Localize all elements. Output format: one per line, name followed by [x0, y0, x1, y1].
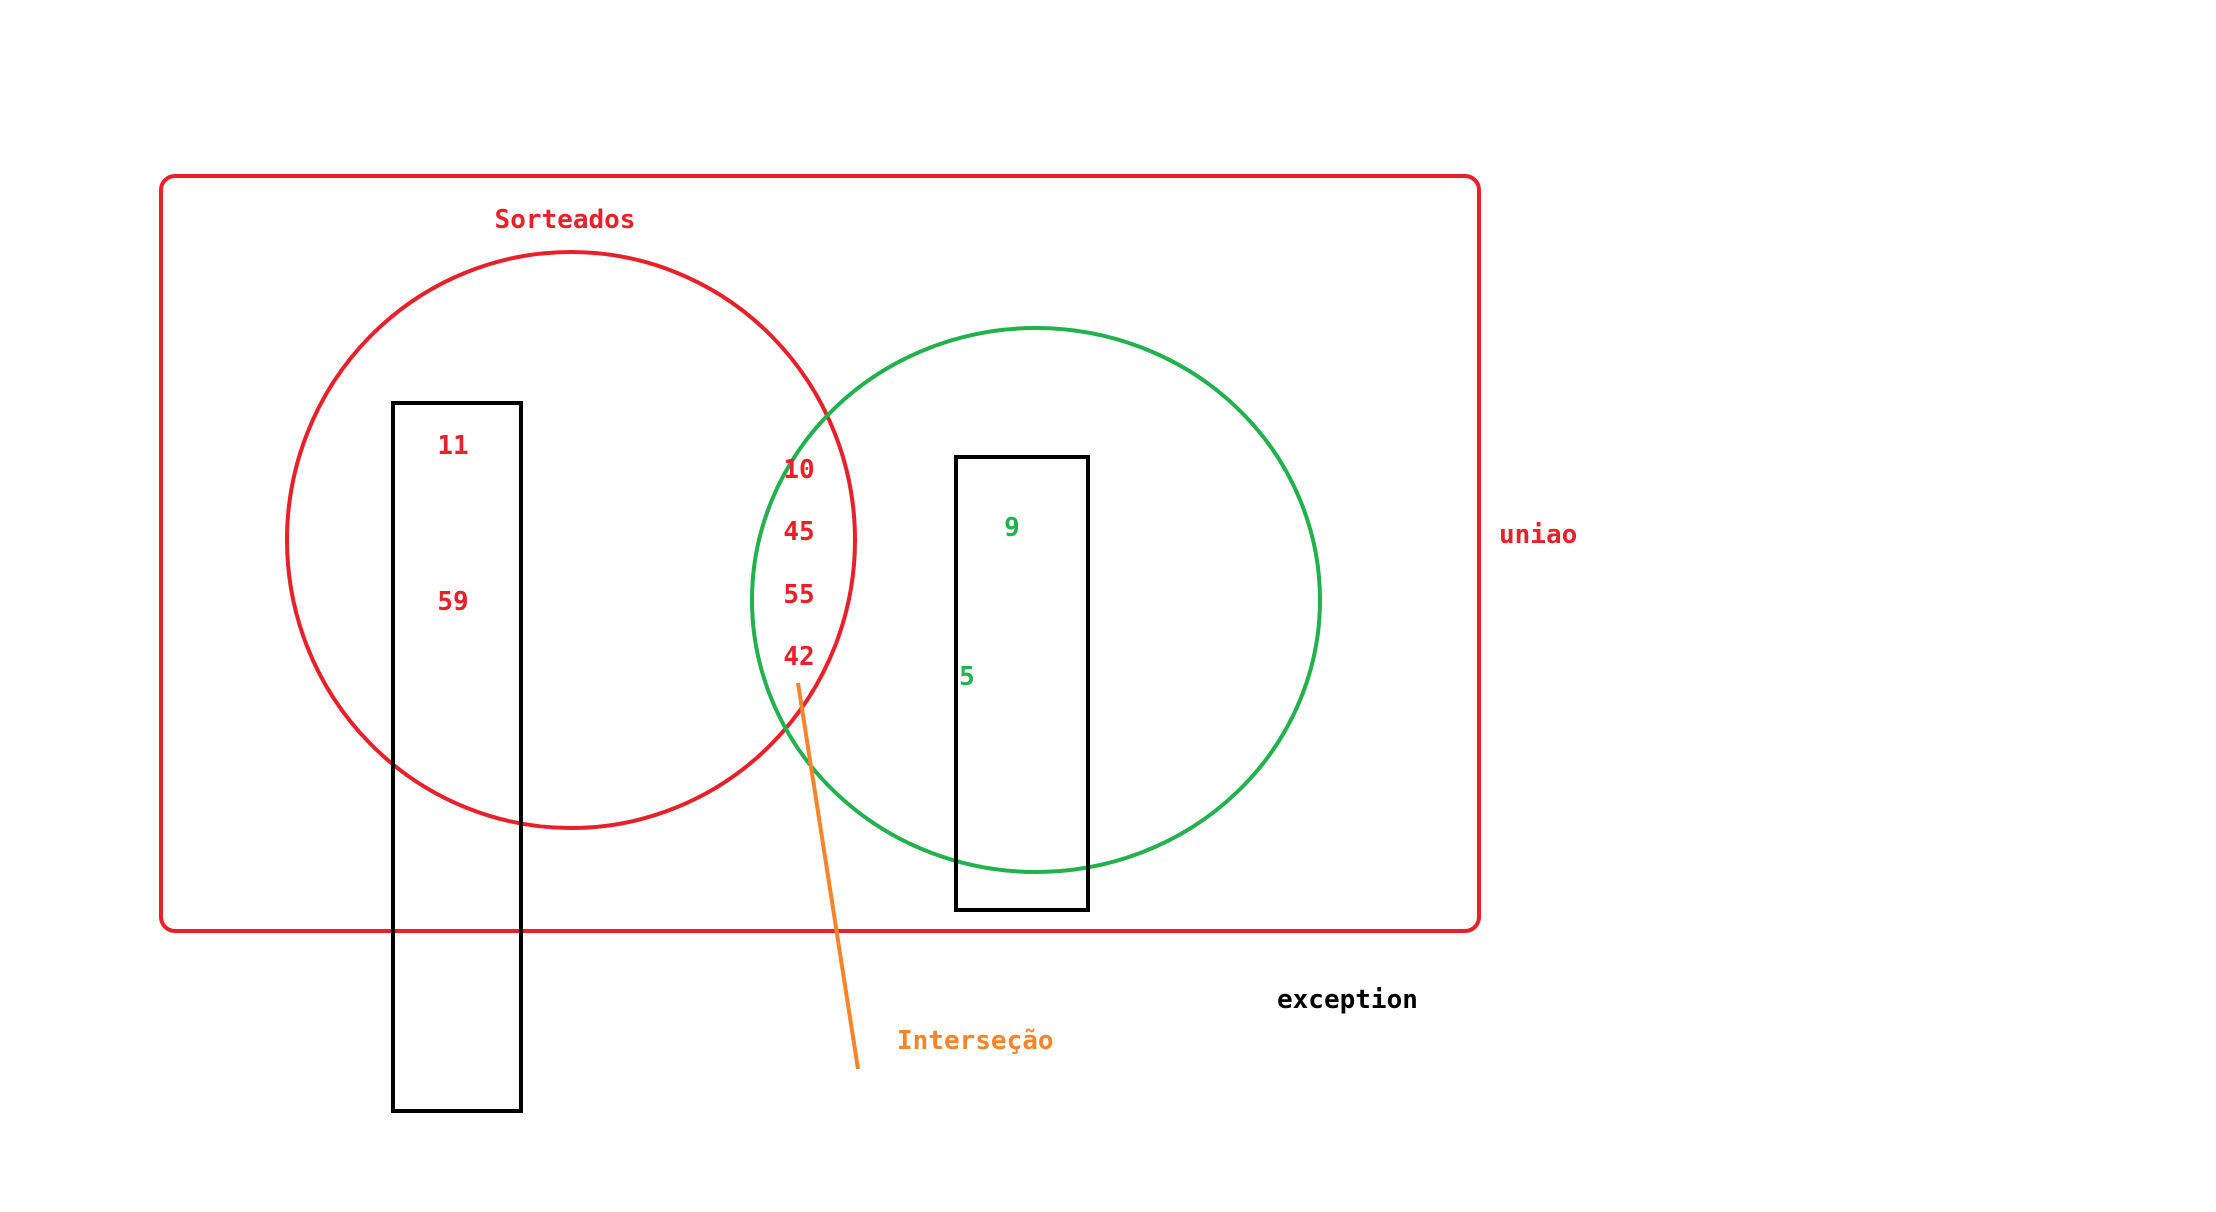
intersection-pointer-line — [796, 682, 860, 1070]
number-label: 42 — [783, 642, 814, 672]
number-label: 9 — [1004, 513, 1020, 543]
number-label: 5 — [959, 662, 975, 692]
intersecao-label: Interseção — [897, 1026, 1054, 1056]
uniao-label: uniao — [1499, 520, 1577, 550]
number-label: 45 — [783, 517, 814, 547]
exception-box-left — [391, 401, 523, 1113]
sorteados-label: Sorteados — [495, 205, 636, 235]
exception-box-right — [954, 455, 1090, 912]
number-label: 10 — [783, 455, 814, 485]
number-label: 11 — [437, 431, 468, 461]
union-box — [159, 174, 1481, 933]
number-label: 59 — [437, 587, 468, 617]
sorteados-circle — [285, 250, 857, 830]
green-circle — [750, 326, 1322, 874]
exception-label: exception — [1277, 985, 1418, 1015]
number-label: 55 — [783, 580, 814, 610]
